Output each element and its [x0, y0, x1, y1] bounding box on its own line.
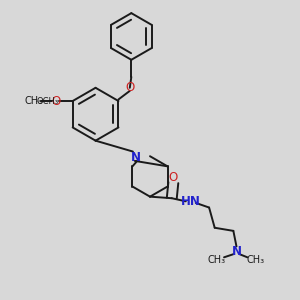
Text: OCH₃: OCH₃ [36, 97, 58, 106]
Text: methoxy: methoxy [36, 100, 43, 102]
Text: O: O [125, 81, 134, 94]
Text: O: O [51, 94, 60, 107]
Text: O: O [169, 171, 178, 184]
Text: CH₃: CH₃ [207, 255, 225, 266]
Text: HN: HN [181, 195, 200, 208]
Text: N: N [131, 151, 141, 164]
Text: N: N [232, 244, 242, 258]
Text: CH₃: CH₃ [24, 96, 42, 106]
Text: CH₃: CH₃ [246, 255, 264, 266]
